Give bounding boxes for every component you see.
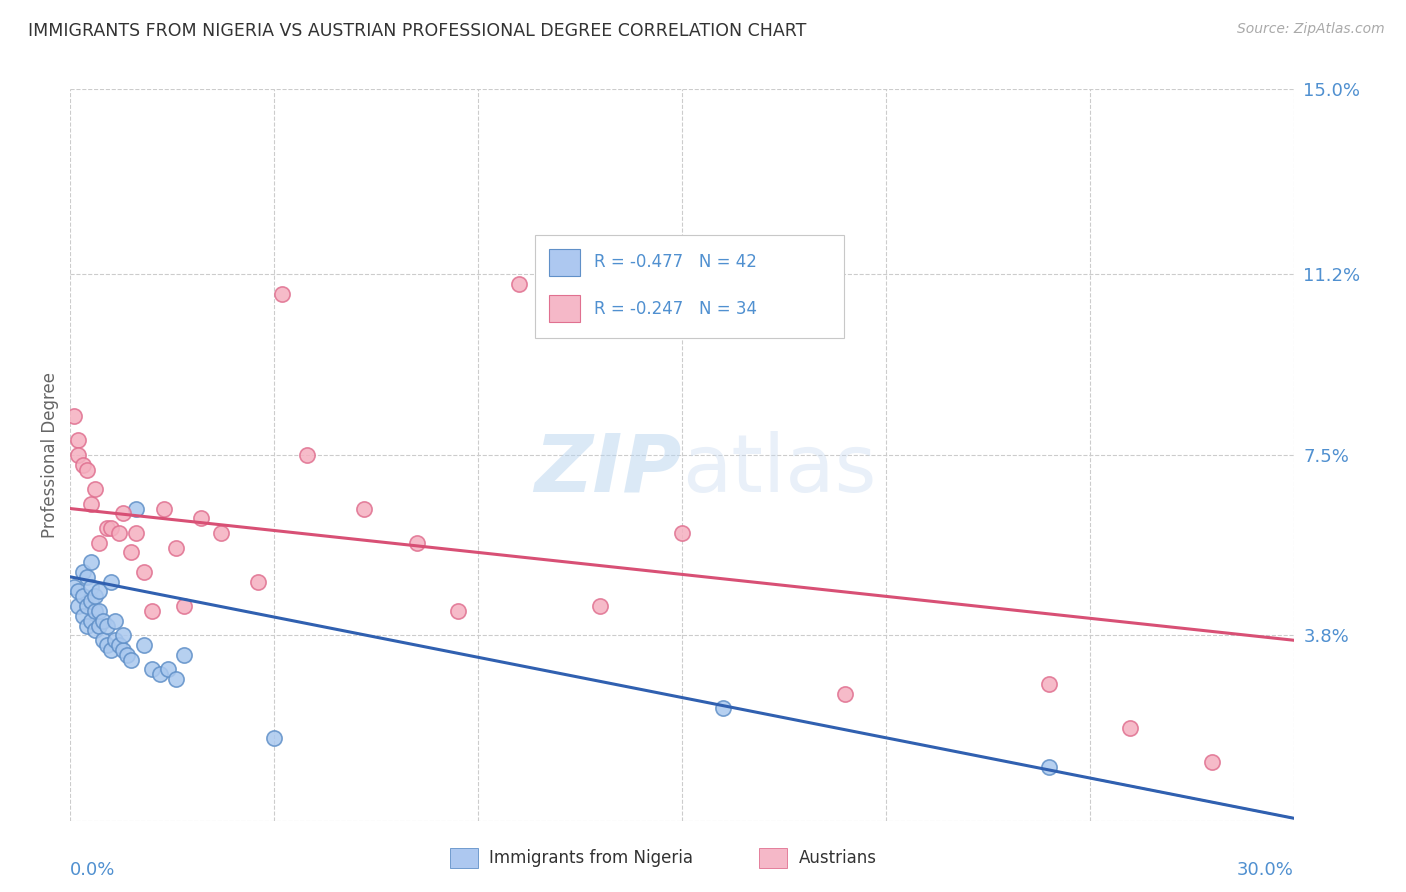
- Point: [83, 604, 105, 618]
- Point: [72, 565, 94, 579]
- Point: [353, 501, 375, 516]
- Point: [132, 565, 155, 579]
- Point: [63, 409, 86, 423]
- Point: [406, 535, 429, 549]
- Text: IMMIGRANTS FROM NIGERIA VS AUSTRIAN PROFESSIONAL DEGREE CORRELATION CHART: IMMIGRANTS FROM NIGERIA VS AUSTRIAN PROF…: [28, 22, 807, 40]
- Point: [132, 638, 155, 652]
- Point: [173, 648, 195, 662]
- Point: [209, 525, 232, 540]
- Point: [79, 614, 103, 628]
- Point: [124, 525, 146, 540]
- Point: [121, 653, 143, 667]
- Point: [246, 574, 269, 589]
- Point: [1038, 760, 1060, 774]
- Point: [63, 580, 86, 594]
- Point: [153, 501, 176, 516]
- Point: [157, 663, 180, 677]
- Text: R = -0.477   N = 42: R = -0.477 N = 42: [595, 253, 756, 271]
- Point: [508, 277, 530, 292]
- Point: [108, 525, 131, 540]
- Point: [165, 541, 187, 555]
- Point: [91, 614, 114, 628]
- Point: [117, 648, 139, 662]
- Point: [79, 555, 103, 569]
- Point: [711, 701, 734, 715]
- Point: [67, 434, 90, 448]
- Point: [76, 599, 98, 613]
- Text: 30.0%: 30.0%: [1237, 861, 1294, 879]
- Point: [173, 599, 195, 613]
- Point: [271, 287, 294, 301]
- Point: [91, 633, 114, 648]
- Point: [104, 614, 127, 628]
- Point: [79, 594, 103, 608]
- Point: [1201, 755, 1223, 769]
- Point: [141, 604, 163, 618]
- Point: [141, 663, 163, 677]
- Point: [112, 628, 135, 642]
- Point: [104, 633, 127, 648]
- Point: [76, 462, 98, 476]
- Point: [112, 507, 135, 521]
- Point: [72, 608, 94, 623]
- Y-axis label: Professional Degree: Professional Degree: [41, 372, 59, 538]
- Point: [76, 570, 98, 584]
- Point: [100, 574, 122, 589]
- Point: [834, 687, 856, 701]
- Point: [83, 624, 105, 638]
- Text: 0.0%: 0.0%: [70, 861, 115, 879]
- Point: [76, 618, 98, 632]
- Point: [149, 667, 172, 681]
- Point: [67, 599, 90, 613]
- Point: [83, 482, 105, 496]
- Text: Source: ZipAtlas.com: Source: ZipAtlas.com: [1237, 22, 1385, 37]
- Point: [447, 604, 470, 618]
- Point: [108, 638, 131, 652]
- Point: [96, 638, 118, 652]
- Point: [112, 643, 135, 657]
- Point: [165, 672, 187, 686]
- Text: Austrians: Austrians: [799, 849, 876, 867]
- Text: ZIP: ZIP: [534, 431, 682, 508]
- Point: [589, 599, 612, 613]
- Point: [190, 511, 212, 525]
- Text: R = -0.247   N = 34: R = -0.247 N = 34: [595, 300, 758, 318]
- Point: [263, 731, 285, 745]
- Point: [124, 501, 146, 516]
- Point: [87, 604, 110, 618]
- Point: [87, 584, 110, 599]
- Point: [96, 618, 118, 632]
- Text: Immigrants from Nigeria: Immigrants from Nigeria: [489, 849, 693, 867]
- Text: atlas: atlas: [682, 431, 876, 508]
- Point: [79, 580, 103, 594]
- Point: [79, 497, 103, 511]
- Point: [96, 521, 118, 535]
- Point: [100, 643, 122, 657]
- Point: [87, 618, 110, 632]
- Point: [295, 448, 318, 462]
- Point: [67, 448, 90, 462]
- Point: [87, 535, 110, 549]
- Point: [671, 525, 693, 540]
- Point: [72, 458, 94, 472]
- Point: [100, 521, 122, 535]
- Point: [1119, 721, 1142, 735]
- Point: [1038, 677, 1060, 691]
- Point: [83, 590, 105, 604]
- Point: [121, 545, 143, 559]
- Point: [67, 584, 90, 599]
- Point: [72, 590, 94, 604]
